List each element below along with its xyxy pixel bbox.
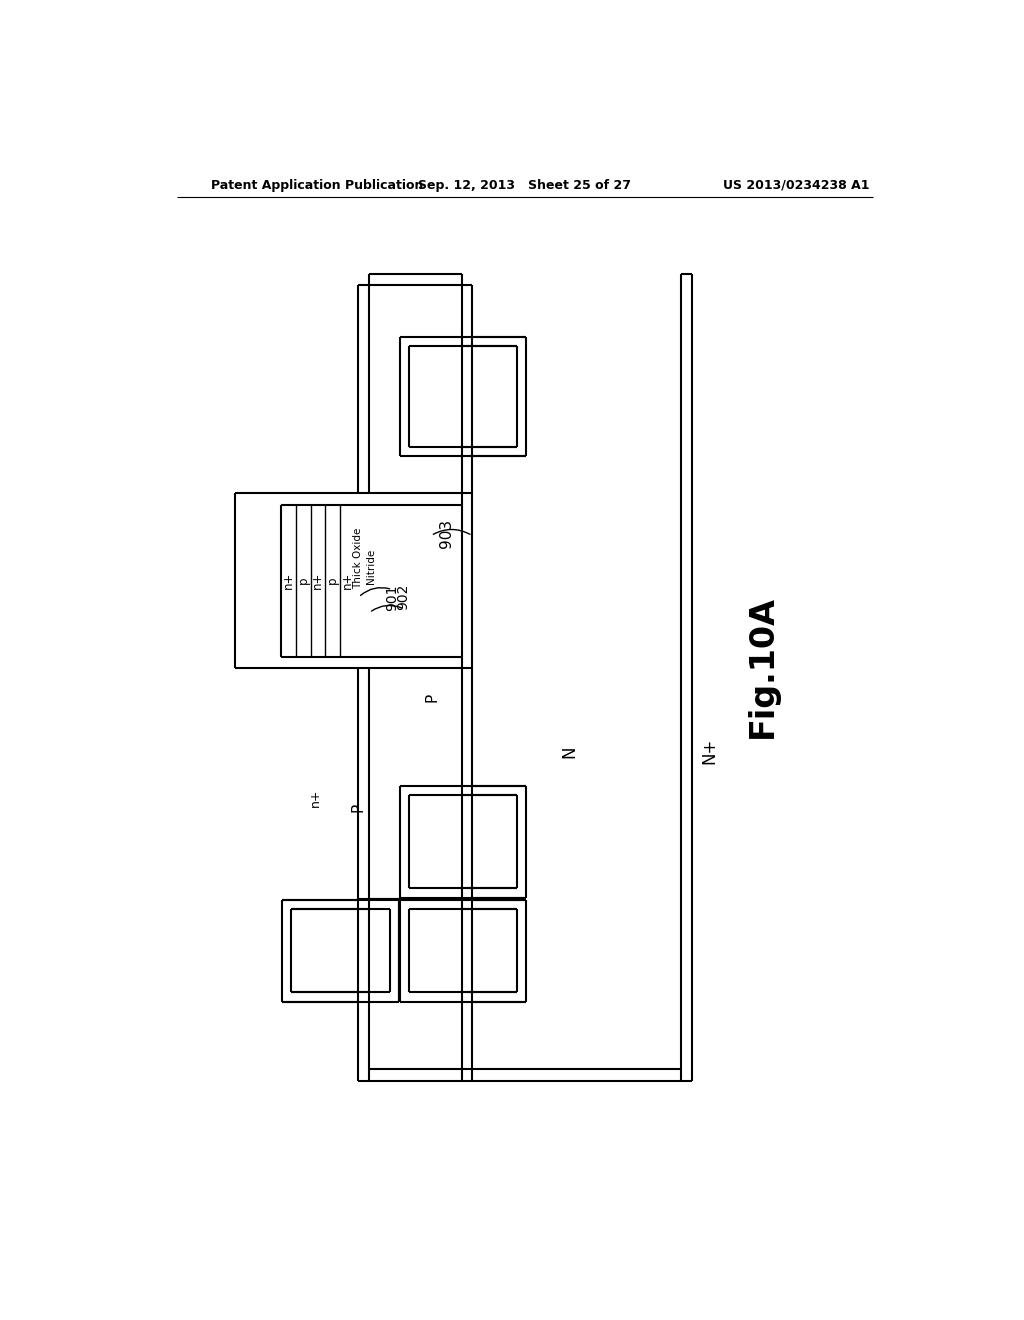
Text: P: P [425,693,440,702]
Text: Fig.10A: Fig.10A [745,595,778,738]
Text: Patent Application Publication: Patent Application Publication [211,178,424,191]
Text: p: p [326,577,339,585]
Text: n+: n+ [340,572,353,590]
Text: P: P [350,803,366,812]
Text: n+: n+ [282,572,295,590]
Text: N: N [560,744,579,758]
Text: 902: 902 [396,585,411,610]
Text: 901: 901 [385,583,398,611]
Text: Nitride: Nitride [366,549,376,585]
Text: n+: n+ [309,788,322,807]
Text: N+: N+ [700,738,719,764]
Text: Sep. 12, 2013   Sheet 25 of 27: Sep. 12, 2013 Sheet 25 of 27 [418,178,632,191]
Text: US 2013/0234238 A1: US 2013/0234238 A1 [723,178,869,191]
Text: p: p [297,577,309,585]
Text: 903: 903 [438,519,454,548]
Text: Thick Oxide: Thick Oxide [353,528,364,590]
Text: n+: n+ [311,572,325,590]
